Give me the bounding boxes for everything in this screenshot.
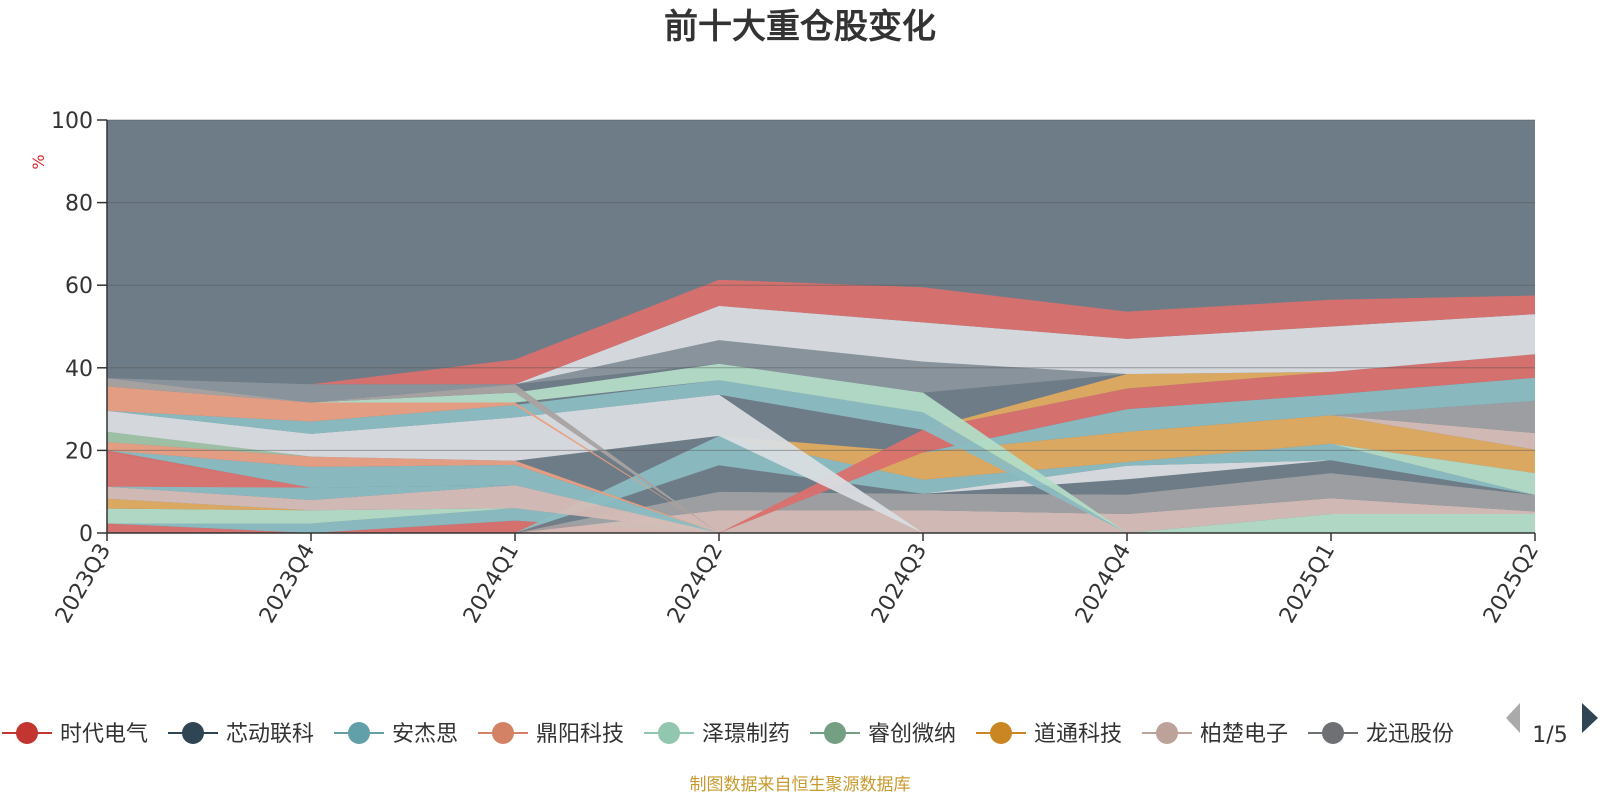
legend-circle-icon bbox=[492, 722, 514, 744]
legend-label: 时代电气 bbox=[60, 722, 148, 747]
legend-item[interactable]: 时代电气 bbox=[2, 722, 148, 747]
chart-title: 前十大重仓股变化 bbox=[664, 7, 936, 47]
legend[interactable]: 时代电气 芯动联科 安杰思 鼎阳科技 泽璟制药 睿创微纳 道通科技 柏楚电子 龙迅股份 bbox=[2, 722, 1454, 747]
area-band-14 bbox=[107, 354, 1535, 533]
area-band-13 bbox=[107, 377, 1535, 533]
legend-label: 柏楚电子 bbox=[1200, 722, 1288, 747]
area-band-6 bbox=[107, 460, 1535, 533]
area-band-10 bbox=[107, 415, 1535, 511]
legend-item[interactable]: 鼎阳科技 bbox=[478, 722, 624, 747]
legend-circle-icon bbox=[824, 722, 846, 744]
legend-prev-icon[interactable] bbox=[1506, 703, 1520, 733]
area-band-4 bbox=[107, 498, 1535, 533]
area-band-27 bbox=[107, 279, 1535, 533]
y-tick-label: 100 bbox=[51, 109, 93, 134]
legend-circle-icon bbox=[990, 722, 1012, 744]
legend-page-indicator: 1/5 bbox=[1532, 723, 1567, 748]
area-band-22 bbox=[107, 386, 1535, 533]
y-tick-label: 40 bbox=[65, 357, 93, 382]
x-tick-label: 2024Q4 bbox=[1071, 540, 1136, 628]
legend-label: 鼎阳科技 bbox=[536, 722, 624, 747]
y-tick-label: 20 bbox=[65, 439, 93, 464]
y-tick-label: 0 bbox=[79, 522, 93, 547]
legend-label: 安杰思 bbox=[392, 722, 458, 747]
y-tick-label: 80 bbox=[65, 192, 93, 217]
x-tick-label: 2024Q2 bbox=[663, 540, 728, 628]
legend-circle-icon bbox=[1322, 722, 1344, 744]
legend-label: 芯动联科 bbox=[226, 722, 314, 747]
legend-item[interactable]: 龙迅股份 bbox=[1308, 722, 1454, 747]
legend-label: 泽璟制药 bbox=[702, 722, 790, 747]
area-band-21 bbox=[107, 380, 1535, 533]
area-band-0 bbox=[107, 520, 1535, 533]
source-note: 制图数据来自恒生聚源数据库 bbox=[690, 775, 911, 795]
y-axis-unit: % bbox=[29, 154, 48, 169]
area-band-9 bbox=[107, 443, 1535, 533]
area-band-8 bbox=[107, 435, 1535, 533]
y-axis: 0 20 40 60 80 100 bbox=[51, 109, 1535, 547]
area-band-1 bbox=[107, 508, 1535, 533]
x-tick-label: 2024Q3 bbox=[867, 540, 932, 628]
legend-item[interactable]: 泽璟制药 bbox=[644, 722, 790, 747]
legend-item[interactable]: 安杰思 bbox=[334, 722, 458, 747]
area-band-5 bbox=[107, 473, 1535, 533]
legend-circle-icon bbox=[658, 722, 680, 744]
legend-item[interactable]: 道通科技 bbox=[976, 722, 1122, 747]
area-band-25 bbox=[107, 340, 1535, 533]
legend-label: 睿创微纳 bbox=[868, 722, 956, 747]
area-band-26 bbox=[107, 305, 1535, 533]
x-tick-label: 2024Q1 bbox=[459, 540, 524, 628]
area-band-12 bbox=[107, 400, 1535, 533]
legend-next-icon[interactable] bbox=[1582, 703, 1598, 733]
legend-pager: 1/5 bbox=[1506, 703, 1598, 748]
legend-item[interactable]: 睿创微纳 bbox=[810, 722, 956, 747]
legend-label: 道通科技 bbox=[1034, 722, 1122, 747]
legend-item[interactable]: 芯动联科 bbox=[168, 722, 314, 747]
area-band-20 bbox=[107, 394, 1535, 533]
legend-circle-icon bbox=[348, 722, 370, 744]
legend-item[interactable]: 柏楚电子 bbox=[1142, 722, 1288, 747]
legend-circle-icon bbox=[182, 722, 204, 744]
legend-circle-icon bbox=[1156, 722, 1178, 744]
area-band-18 bbox=[107, 442, 1535, 533]
x-tick-label: 2023Q3 bbox=[51, 540, 116, 628]
area-band-11 bbox=[107, 415, 1535, 533]
x-axis: 2023Q3 2023Q4 2024Q1 2024Q2 2024Q3 2024Q4 2025… bbox=[51, 532, 1544, 628]
plot-area bbox=[107, 120, 1535, 533]
legend-circle-icon bbox=[16, 722, 38, 744]
y-tick-label: 60 bbox=[65, 274, 93, 299]
legend-label: 龙迅股份 bbox=[1366, 722, 1454, 747]
x-tick-label: 2025Q1 bbox=[1275, 540, 1340, 628]
x-tick-label: 2025Q2 bbox=[1479, 540, 1544, 628]
x-tick-label: 2023Q4 bbox=[255, 540, 320, 628]
area-band-17 bbox=[107, 450, 1535, 533]
